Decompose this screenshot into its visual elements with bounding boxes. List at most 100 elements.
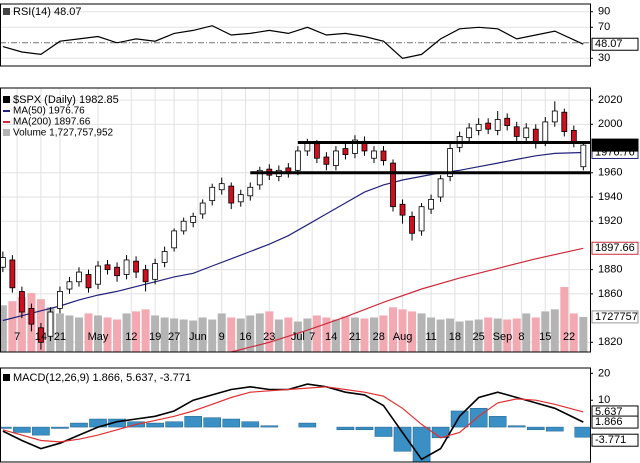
volume-bar: [474, 319, 483, 352]
title-icon: [3, 374, 10, 381]
volume-bar: [170, 318, 179, 352]
candle-body: [123, 259, 130, 275]
title-icon: [3, 96, 10, 103]
x-tick-label: Jul: [291, 331, 305, 343]
volume-bar: [179, 319, 188, 352]
x-tick-label: Jun: [189, 331, 207, 343]
volume-bar: [189, 320, 198, 352]
volume-bar: [541, 311, 550, 352]
panel-title: MACD(12,26,9) 1.866, 5.637, -3.771: [13, 372, 191, 384]
y-tick-label: 30: [598, 52, 610, 64]
volume-bar: [512, 318, 521, 352]
volume-bar: [0, 305, 7, 352]
x-tick-label: 18: [449, 331, 461, 343]
volume-bar: [560, 287, 569, 352]
panel-plot: [0, 383, 590, 462]
volume-bar: [94, 315, 103, 352]
candle-body: [561, 111, 568, 132]
x-tick-label: 12: [125, 331, 137, 343]
volume-bar: [493, 318, 502, 352]
legend-swatch: [3, 129, 10, 136]
volume-bar: [122, 313, 131, 352]
histogram-bar: [108, 418, 126, 428]
candle-body: [237, 194, 244, 203]
histogram-bar: [374, 426, 393, 437]
volume-bar: [455, 321, 464, 352]
candle-body: [551, 110, 558, 123]
candle-body: [485, 122, 492, 130]
volume-bar: [331, 319, 340, 352]
candle-body: [513, 126, 520, 137]
volume-bar: [569, 313, 578, 352]
candle-body: [171, 230, 178, 249]
series-line: [2, 25, 584, 59]
histogram-bar: [298, 422, 317, 428]
candle-body: [114, 266, 120, 277]
last-value-box: [591, 433, 639, 447]
candle-body: [409, 215, 415, 234]
volume-bar: [350, 317, 359, 352]
histogram-bar: [51, 426, 69, 429]
volume-bar: [151, 315, 160, 352]
histogram-bar: [507, 425, 526, 428]
histogram-bar: [355, 426, 374, 431]
volume-bar: [369, 317, 378, 352]
x-tick-label: 16: [239, 331, 251, 343]
volume-bar: [198, 317, 207, 352]
candle-body: [0, 257, 6, 268]
histogram-bar: [203, 417, 222, 428]
volume-bar: [303, 318, 312, 352]
volume-bar: [103, 317, 112, 352]
candle-body: [437, 178, 444, 198]
x-tick-label: 21: [349, 331, 361, 343]
candle-body: [504, 117, 511, 126]
histogram-bar: [32, 426, 50, 436]
candle-body: [494, 119, 501, 131]
x-tick-label: 19: [149, 331, 161, 343]
last-value-box: [591, 37, 639, 51]
candle-body: [466, 127, 473, 139]
volume-bar: [446, 318, 455, 352]
candle-body: [447, 148, 454, 177]
volume-bar: [141, 309, 150, 352]
histogram-bar: [450, 410, 469, 428]
volume-bar: [522, 313, 531, 352]
volume-bar: [484, 317, 493, 352]
volume-bar: [465, 320, 474, 352]
panel-plot: [0, 11, 590, 59]
y-tick-label: 90: [598, 6, 610, 18]
x-tick-label: 8: [518, 331, 524, 343]
volume-bar: [236, 318, 245, 352]
candle-body: [399, 203, 406, 216]
candle-body: [199, 202, 206, 215]
candle-body: [380, 150, 387, 162]
x-tick-label: 14: [325, 331, 337, 343]
histogram-bar: [574, 426, 590, 438]
histogram-bar: [165, 421, 183, 428]
y-tick-label: 1940: [598, 191, 622, 203]
y-tick-label: 2000: [598, 118, 622, 130]
last-value-label: 1.866: [595, 416, 623, 428]
histogram-bar: [393, 426, 412, 452]
volume-bar: [322, 317, 331, 352]
candle-body: [475, 123, 482, 131]
candle-body: [371, 150, 377, 159]
y-tick-label: 2020: [598, 94, 622, 106]
candle-body: [333, 150, 339, 166]
volume-bar: [265, 311, 274, 352]
title-icon: [3, 8, 10, 15]
histogram-bar: [146, 422, 164, 428]
volume-bar: [360, 318, 369, 352]
x-tick-label: 7: [309, 331, 315, 343]
candle-body: [9, 259, 16, 289]
histogram-bar: [241, 421, 260, 428]
volume-bar: [65, 315, 74, 352]
volume-bar: [208, 319, 217, 352]
y-tick-label: 1920: [598, 215, 622, 227]
x-tick-label: 23: [263, 331, 275, 343]
candle-body: [180, 220, 187, 232]
volume-bar: [160, 317, 169, 352]
volume-bar: [389, 307, 398, 352]
histogram-bar: [545, 426, 564, 432]
